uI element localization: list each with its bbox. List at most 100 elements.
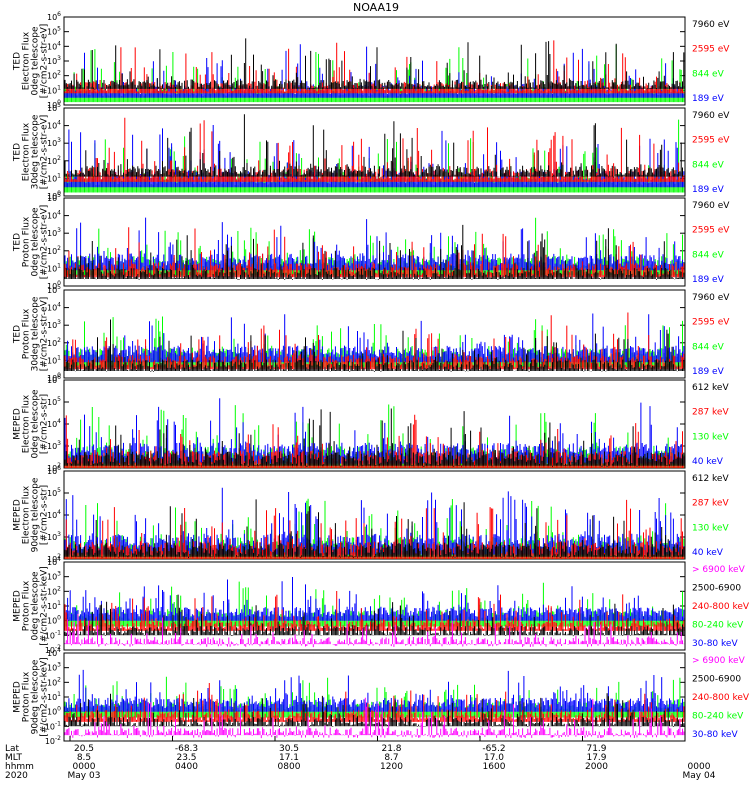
y-tick-label: 105 xyxy=(47,487,61,498)
y-tick-label: 104 xyxy=(47,40,61,51)
legend-entry: 844 eV xyxy=(692,250,725,260)
x-tick-lat: -68.3 xyxy=(175,744,198,754)
x-tick-mlt: 17.1 xyxy=(279,753,299,763)
x-tick-hhmm: 0800 xyxy=(278,762,301,772)
y-tick-label: 105 xyxy=(47,284,61,295)
y-tick-label: 103 xyxy=(47,319,61,330)
x-row-label: 2020 xyxy=(5,771,28,781)
x-tick-hhmm: 2000 xyxy=(585,762,608,772)
y-tick-label: 100 xyxy=(47,280,61,291)
series-red xyxy=(64,40,685,94)
trace-black xyxy=(64,38,685,90)
panel-5: 102 103 104 105 106 MEPEDElectron Flux0deg te… xyxy=(13,374,730,473)
y-tick-label: 101 xyxy=(47,262,61,273)
y-tick-label: 10-1 xyxy=(45,720,61,731)
legend-entry: > 6900 keV xyxy=(692,656,746,666)
x-tick-lat: 21.8 xyxy=(381,744,401,754)
y-tick-label: 102 xyxy=(47,462,61,473)
y-tick-label: 103 xyxy=(47,227,61,238)
y-tick-label: 106 xyxy=(47,374,61,385)
series-magenta xyxy=(64,697,685,739)
legend-entry: 80-240 keV xyxy=(692,712,744,722)
y-axis-label: TEDProton Flux0deg telescope[#/cm2-s-str… xyxy=(13,205,50,280)
y-tick-label: 103 xyxy=(47,571,61,582)
legend-entry: 2595 eV xyxy=(692,45,730,55)
y-axis-label: MEPEDElectron Flux90deg telescope[#/cm2-… xyxy=(13,477,50,552)
y-tick-label: 104 xyxy=(47,647,61,658)
trace-red xyxy=(64,40,685,94)
legend-entry: 189 eV xyxy=(692,185,725,195)
legend-entry: 2500-6900 xyxy=(692,675,741,685)
x-tick-hhmm: 1200 xyxy=(380,762,403,772)
y-tick-label: 100 xyxy=(47,706,61,717)
series-black xyxy=(64,499,685,558)
x-tick-hhmm: 0000 xyxy=(73,762,96,772)
y-axis-label: MEPEDProton Flux0deg telescope[#/cm2-s-s… xyxy=(13,566,50,645)
x-tick-mlt: 23.5 xyxy=(176,753,196,763)
x-tick-lat: 20.5 xyxy=(74,744,94,754)
plot-frame xyxy=(63,197,686,287)
panels: 100 101 102 103 104 105 106 TEDElectron Flux0de… xyxy=(13,11,750,746)
legend-entry: 189 eV xyxy=(692,275,725,285)
y-tick-label: 10-2 xyxy=(45,735,61,746)
trace-magenta xyxy=(64,613,685,648)
x-tick-mlt: 8.7 xyxy=(384,753,398,763)
legend-entry: 40 keV xyxy=(692,548,724,558)
y-axis-label: TEDElectron Flux0deg telescope[#/cm2-s-s… xyxy=(13,24,50,99)
y-axis-label: MEPEDProton Flux90deg telescope[#/cm2-s-… xyxy=(13,657,50,736)
y-tick-label: 104 xyxy=(47,418,61,429)
trace-black xyxy=(64,408,685,467)
y-tick-label: 102 xyxy=(47,155,61,166)
y-tick-label: 104 xyxy=(47,556,61,567)
legend-entry: 2500-6900 xyxy=(692,584,741,594)
x-tick-hhmm: 0000 xyxy=(688,762,711,772)
x-tick-hhmm: 1600 xyxy=(483,762,506,772)
legend-entry: > 6900 keV xyxy=(692,565,746,575)
legend-entry: 189 eV xyxy=(692,367,725,377)
series-black xyxy=(64,693,685,727)
y-tick-label: 105 xyxy=(47,102,61,113)
legend-entry: 7960 eV xyxy=(692,20,730,30)
y-tick-label: 100 xyxy=(47,615,61,626)
trace-blue xyxy=(64,217,685,271)
legend-entry: 240-800 keV xyxy=(692,602,750,612)
trace-black xyxy=(64,594,685,637)
panel-3: 100 101 102 103 104 105 TEDProton Flux0deg tel… xyxy=(13,192,731,291)
series-blue xyxy=(64,669,685,712)
y-tick-label: 103 xyxy=(47,440,61,451)
y-tick-label: 102 xyxy=(47,553,61,564)
x-tick-lat: 71.9 xyxy=(586,744,606,754)
legend-entry: 287 keV xyxy=(692,408,729,418)
y-tick-label: 104 xyxy=(47,120,61,131)
trace-black xyxy=(64,319,685,372)
x-tick-hhmm: 0400 xyxy=(175,762,198,772)
legend-entry: 612 keV xyxy=(692,383,729,393)
x-tick-mlt: 17.9 xyxy=(586,753,606,763)
y-tick-label: 101 xyxy=(47,600,61,611)
legend-entry: 240-800 keV xyxy=(692,693,750,703)
legend-entry: 844 eV xyxy=(692,342,725,352)
x-tick-mlt: 17.0 xyxy=(484,753,504,763)
series-black xyxy=(64,38,685,90)
y-tick-label: 101 xyxy=(47,84,61,95)
panel-1: 100 101 102 103 104 105 106 TEDElectron Flux0de… xyxy=(13,11,731,110)
x-tick-mlt: 8.5 xyxy=(77,753,91,763)
y-tick-label: 103 xyxy=(47,137,61,148)
x-tick-lat: -65.2 xyxy=(482,744,505,754)
series-black xyxy=(64,319,685,372)
legend-entry: 80-240 keV xyxy=(692,621,744,631)
plot-frame xyxy=(63,107,686,197)
series-magenta xyxy=(64,613,685,648)
x-tick-date: May 03 xyxy=(68,771,101,781)
x-row-label: hhmm xyxy=(5,762,34,772)
y-tick-label: 104 xyxy=(47,509,61,520)
legend-entry: 40 keV xyxy=(692,457,724,467)
trace-black xyxy=(64,224,685,280)
x-row-label: Lat xyxy=(5,744,20,754)
y-tick-label: 102 xyxy=(47,676,61,687)
trace-black xyxy=(64,499,685,558)
legend-entry: 30-80 keV xyxy=(692,639,738,649)
